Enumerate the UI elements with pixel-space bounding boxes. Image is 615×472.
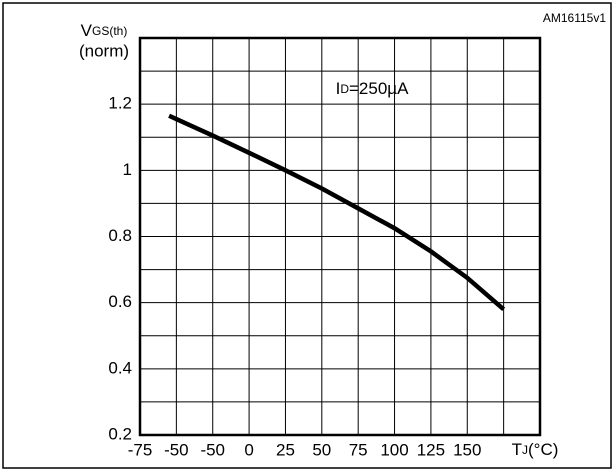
x-tick-label: 75: [349, 440, 368, 459]
plot-border: [138, 36, 542, 437]
y-label-sub: GS(th): [92, 24, 127, 38]
x-tick-label: 125: [417, 440, 445, 459]
y-tick-label: 1.2: [108, 94, 132, 113]
x-tick-label: 50: [312, 440, 331, 459]
x-tick-label: 25: [276, 440, 295, 459]
annotation: ID=250µA: [336, 79, 409, 98]
y-tick-label: 0.8: [108, 226, 132, 245]
x-tick-label: -75: [128, 440, 153, 459]
y-tick-label: 0.4: [108, 358, 132, 377]
data-line: [168, 113, 506, 311]
x-label-sub: J: [522, 443, 528, 457]
x-tick-label: 100: [380, 440, 408, 459]
x-label-main: T: [512, 440, 522, 459]
figure-code: AM16115v1: [543, 11, 606, 25]
x-axis-label: TJ(°C): [512, 440, 559, 459]
y-axis-label: VGS(th): [81, 21, 128, 40]
y-tick-label: 1: [123, 160, 132, 179]
y-tick-label: 0.6: [108, 292, 132, 311]
y-tick-label: 0.2: [108, 424, 132, 443]
y-label-main: V: [81, 21, 93, 40]
annotation-sub: D: [340, 82, 349, 96]
annotation-main: I: [336, 79, 341, 98]
x-label-unit: (°C): [528, 440, 558, 459]
x-tick-label: 0: [244, 440, 253, 459]
x-tick-label: -50: [200, 440, 225, 459]
y-axis-unit: (norm): [79, 41, 129, 60]
x-tick-label: 150: [453, 440, 481, 459]
x-tick-label: -50: [164, 440, 189, 459]
